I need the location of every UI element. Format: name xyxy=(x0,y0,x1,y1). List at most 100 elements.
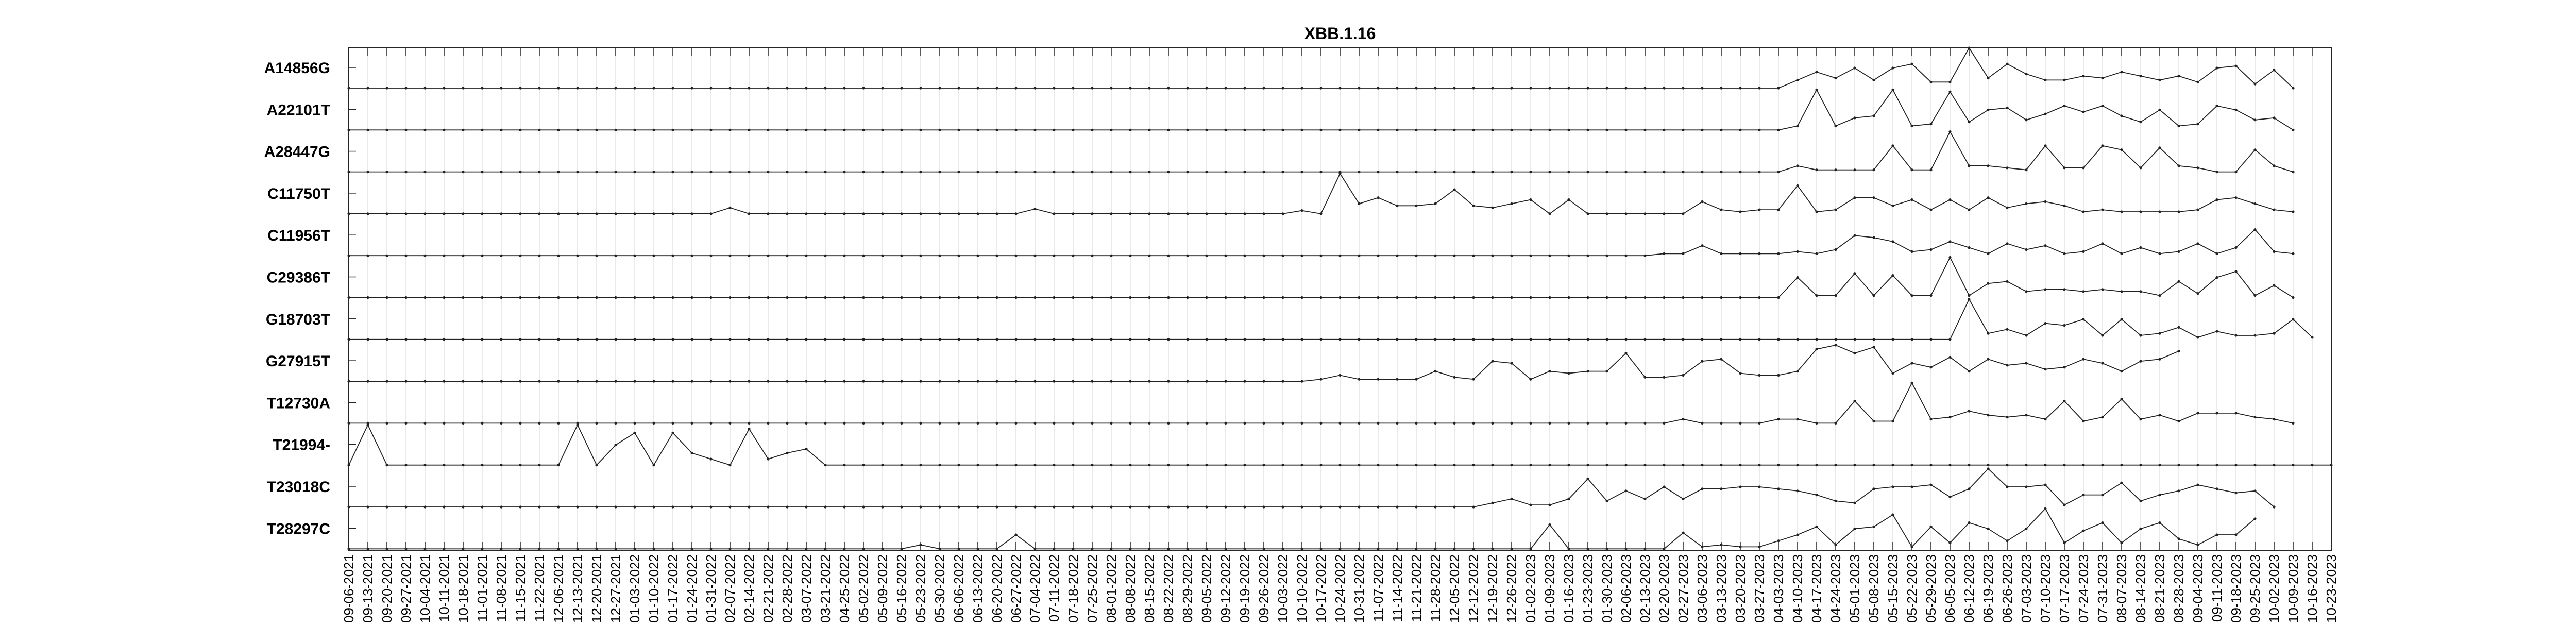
data-point xyxy=(2196,292,2199,295)
data-point xyxy=(1129,380,1132,383)
data-point xyxy=(1910,62,1913,65)
data-point xyxy=(1548,503,1551,506)
data-point xyxy=(1300,380,1303,383)
series-label: T12730A xyxy=(267,395,330,412)
data-point xyxy=(2253,202,2257,205)
data-point xyxy=(1643,421,1647,425)
data-point xyxy=(1453,128,1456,131)
data-point xyxy=(1548,523,1551,527)
data-point xyxy=(1319,128,1323,131)
data-point xyxy=(1720,358,1723,361)
data-point xyxy=(576,212,579,215)
x-tick-label: 09-20-2021 xyxy=(379,554,395,623)
data-point xyxy=(2273,284,2276,287)
series-label: A22101T xyxy=(267,101,330,118)
data-point xyxy=(462,87,465,90)
data-point xyxy=(1929,294,1933,297)
data-point xyxy=(1739,296,1742,299)
data-point xyxy=(1129,254,1132,257)
data-point xyxy=(1281,212,1284,215)
chart-title: XBB.1.16 xyxy=(1304,24,1376,43)
data-point xyxy=(2063,204,2066,207)
x-tick-label: 11-28-2022 xyxy=(1428,554,1443,622)
data-point xyxy=(2158,464,2161,467)
data-point xyxy=(1739,464,1742,467)
data-point xyxy=(1796,124,1799,128)
data-point xyxy=(2292,252,2295,255)
data-point xyxy=(1796,250,1799,253)
data-point xyxy=(2025,527,2028,530)
data-point xyxy=(519,128,522,131)
data-point xyxy=(1377,338,1380,341)
data-point xyxy=(2120,71,2123,74)
data-point xyxy=(1453,338,1456,341)
data-point xyxy=(709,128,713,131)
x-tick-label: 04-25-2022 xyxy=(837,554,852,623)
data-point xyxy=(2063,78,2066,81)
data-point xyxy=(2253,517,2257,520)
data-point xyxy=(2215,198,2218,201)
data-point xyxy=(1948,198,1952,201)
data-point xyxy=(385,505,388,509)
data-point xyxy=(1453,254,1456,257)
data-point xyxy=(1510,362,1513,365)
data-point xyxy=(1720,208,1723,211)
data-point xyxy=(2101,208,2104,211)
data-point xyxy=(1968,208,1971,211)
data-point xyxy=(1834,338,1837,341)
data-point xyxy=(366,171,369,174)
data-point xyxy=(786,128,789,131)
data-point xyxy=(786,254,789,257)
data-point xyxy=(500,87,503,90)
data-point xyxy=(1434,421,1437,425)
data-point xyxy=(1910,485,1913,488)
data-point xyxy=(900,87,903,90)
data-point xyxy=(2120,148,2123,151)
series-line-G18703T xyxy=(349,298,2313,340)
data-point xyxy=(404,87,408,90)
data-point xyxy=(2253,489,2257,493)
data-point xyxy=(1643,171,1647,174)
data-point xyxy=(748,296,751,299)
data-point xyxy=(423,464,427,467)
data-point xyxy=(976,254,979,257)
data-point xyxy=(2292,128,2295,131)
data-point xyxy=(1338,374,1342,377)
data-point xyxy=(1377,171,1380,174)
data-point xyxy=(595,380,598,383)
data-point xyxy=(423,421,427,425)
x-tick-label: 09-18-2023 xyxy=(2228,554,2244,623)
data-point xyxy=(881,128,884,131)
data-point xyxy=(2253,464,2257,467)
data-point xyxy=(2234,464,2238,467)
data-point xyxy=(404,171,408,174)
data-point xyxy=(1872,419,1875,423)
data-point xyxy=(938,505,941,509)
data-point xyxy=(957,128,960,131)
data-point xyxy=(1148,464,1151,467)
data-point xyxy=(1033,380,1037,383)
data-point xyxy=(2006,166,2009,170)
data-point xyxy=(1014,87,1018,90)
data-point xyxy=(2139,246,2142,249)
x-tick-label: 07-10-2023 xyxy=(2038,554,2053,623)
data-point xyxy=(538,338,541,341)
data-point xyxy=(1110,338,1113,341)
data-point xyxy=(1358,171,1361,174)
x-tick-label: 11-14-2022 xyxy=(1389,554,1405,622)
data-point xyxy=(1529,198,1532,201)
data-point xyxy=(404,338,408,341)
data-point xyxy=(500,128,503,131)
x-tick-label: 02-13-2023 xyxy=(1637,554,1653,623)
data-point xyxy=(404,212,408,215)
data-point xyxy=(671,87,674,90)
data-point xyxy=(557,505,560,509)
data-point xyxy=(957,171,960,174)
data-point xyxy=(1014,533,1018,536)
data-point xyxy=(1396,254,1399,257)
data-point xyxy=(2006,242,2009,245)
data-point xyxy=(957,421,960,425)
data-point xyxy=(2082,250,2085,253)
data-point xyxy=(2158,294,2161,297)
data-point xyxy=(633,431,636,434)
